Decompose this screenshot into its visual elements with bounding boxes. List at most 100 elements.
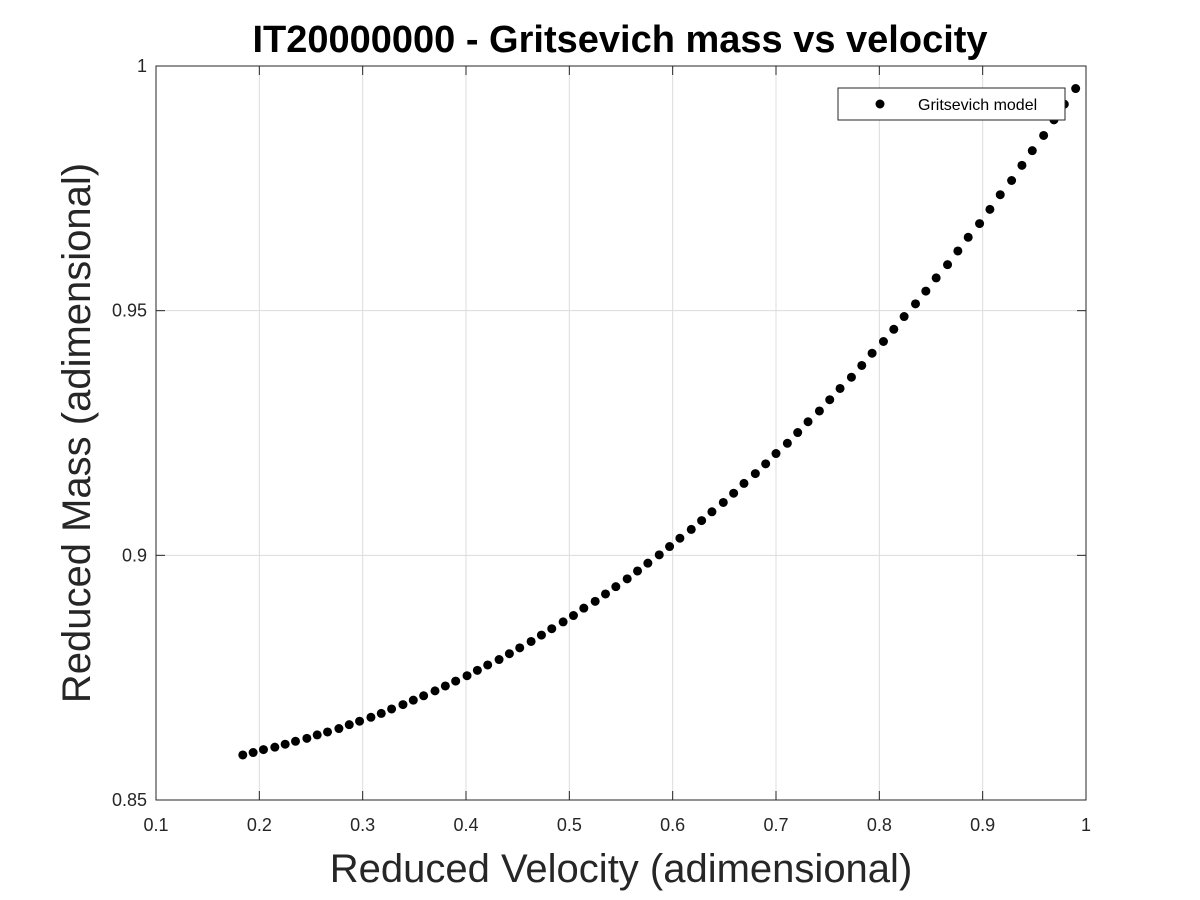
data-point (430, 686, 440, 696)
data-point (398, 700, 408, 710)
data-point (270, 742, 280, 752)
x-tick-label: 0.1 (143, 815, 168, 835)
data-point (686, 524, 696, 534)
x-tick-label: 0.7 (763, 815, 788, 835)
y-axis-label: Reduced Mass (adimensional) (55, 163, 99, 703)
data-point (248, 748, 258, 758)
data-point (291, 736, 300, 746)
data-point (504, 649, 514, 659)
data-point (803, 417, 813, 427)
data-point (771, 449, 781, 459)
data-point (899, 312, 909, 322)
data-point (547, 624, 557, 634)
axes-background (156, 66, 1086, 800)
legend: Gritsevich model (837, 87, 1066, 121)
data-point (921, 286, 931, 296)
data-point (985, 204, 995, 214)
data-point (483, 660, 493, 670)
x-axis-label: Reduced Velocity (adimensional) (330, 847, 913, 891)
y-tick-label: 1 (137, 56, 147, 76)
data-point (568, 611, 578, 621)
data-point (995, 190, 1005, 200)
data-point (697, 516, 707, 526)
data-point (387, 704, 397, 714)
data-point (1071, 84, 1081, 94)
data-point (633, 566, 643, 576)
data-point (707, 507, 717, 517)
data-point (761, 459, 771, 469)
x-tick-label: 0.5 (557, 815, 582, 835)
x-tick-label: 0.3 (350, 815, 375, 835)
data-point (643, 558, 653, 568)
data-point (911, 299, 920, 309)
data-point (280, 739, 290, 749)
data-point (1017, 160, 1027, 170)
data-point (931, 273, 941, 283)
data-point (462, 671, 472, 681)
data-point (782, 438, 792, 448)
data-point (366, 712, 376, 722)
data-point (312, 730, 322, 740)
data-point (718, 497, 728, 507)
y-tick-label: 0.95 (112, 301, 147, 321)
data-point (846, 372, 856, 382)
data-point (963, 232, 973, 242)
data-point (515, 643, 525, 653)
data-point (451, 676, 461, 686)
data-point (675, 533, 685, 543)
data-point (536, 630, 546, 640)
data-point (814, 406, 824, 416)
x-tick-label: 0.8 (867, 815, 892, 835)
data-point (878, 336, 888, 346)
x-tick-label: 0.4 (453, 815, 478, 835)
data-point (440, 681, 450, 691)
y-tick-label: 0.9 (122, 545, 147, 565)
data-point (622, 574, 632, 584)
plot-area (155, 65, 1087, 801)
data-point (665, 542, 675, 552)
x-tick-label: 0.2 (247, 815, 272, 835)
data-point (825, 395, 835, 405)
data-point (258, 745, 268, 755)
data-point (943, 260, 953, 270)
data-point (408, 695, 418, 705)
data-point (654, 550, 664, 560)
data-point (835, 383, 845, 393)
data-points (238, 84, 1081, 760)
legend-label: Gritsevich model (918, 97, 1037, 114)
data-point (601, 589, 610, 599)
y-tick-labels: 0.85 0.9 0.95 1 (112, 56, 147, 810)
x-tick-label: 1 (1081, 815, 1091, 835)
data-point (302, 733, 312, 743)
axes-frame (155, 65, 1087, 801)
data-point (472, 665, 482, 675)
data-point (238, 750, 248, 760)
data-point (750, 469, 760, 479)
data-point (323, 727, 333, 737)
data-point (1039, 130, 1049, 140)
legend-marker (875, 99, 885, 109)
y-tick-label: 0.85 (112, 790, 147, 810)
data-point (1007, 176, 1017, 186)
data-point (419, 691, 429, 701)
x-tick-label: 0.6 (660, 815, 685, 835)
data-point (739, 478, 749, 488)
data-point (1027, 146, 1037, 156)
data-point (729, 488, 739, 498)
data-point (376, 708, 386, 718)
data-point (611, 582, 621, 592)
data-point (793, 428, 803, 438)
data-point (889, 324, 899, 334)
data-point (579, 603, 589, 613)
x-tick-labels: 0.1 0.2 0.3 0.4 0.5 0.6 0.7 0.8 0.9 1 (143, 815, 1091, 835)
data-point (526, 636, 536, 646)
data-point (355, 716, 365, 726)
data-point (558, 617, 568, 627)
data-point (953, 246, 963, 256)
data-point (494, 655, 504, 665)
chart-title: IT20000000 - Gritsevich mass vs velocity (252, 19, 987, 61)
data-point (857, 360, 867, 370)
data-point (590, 596, 600, 606)
data-point (867, 348, 877, 358)
